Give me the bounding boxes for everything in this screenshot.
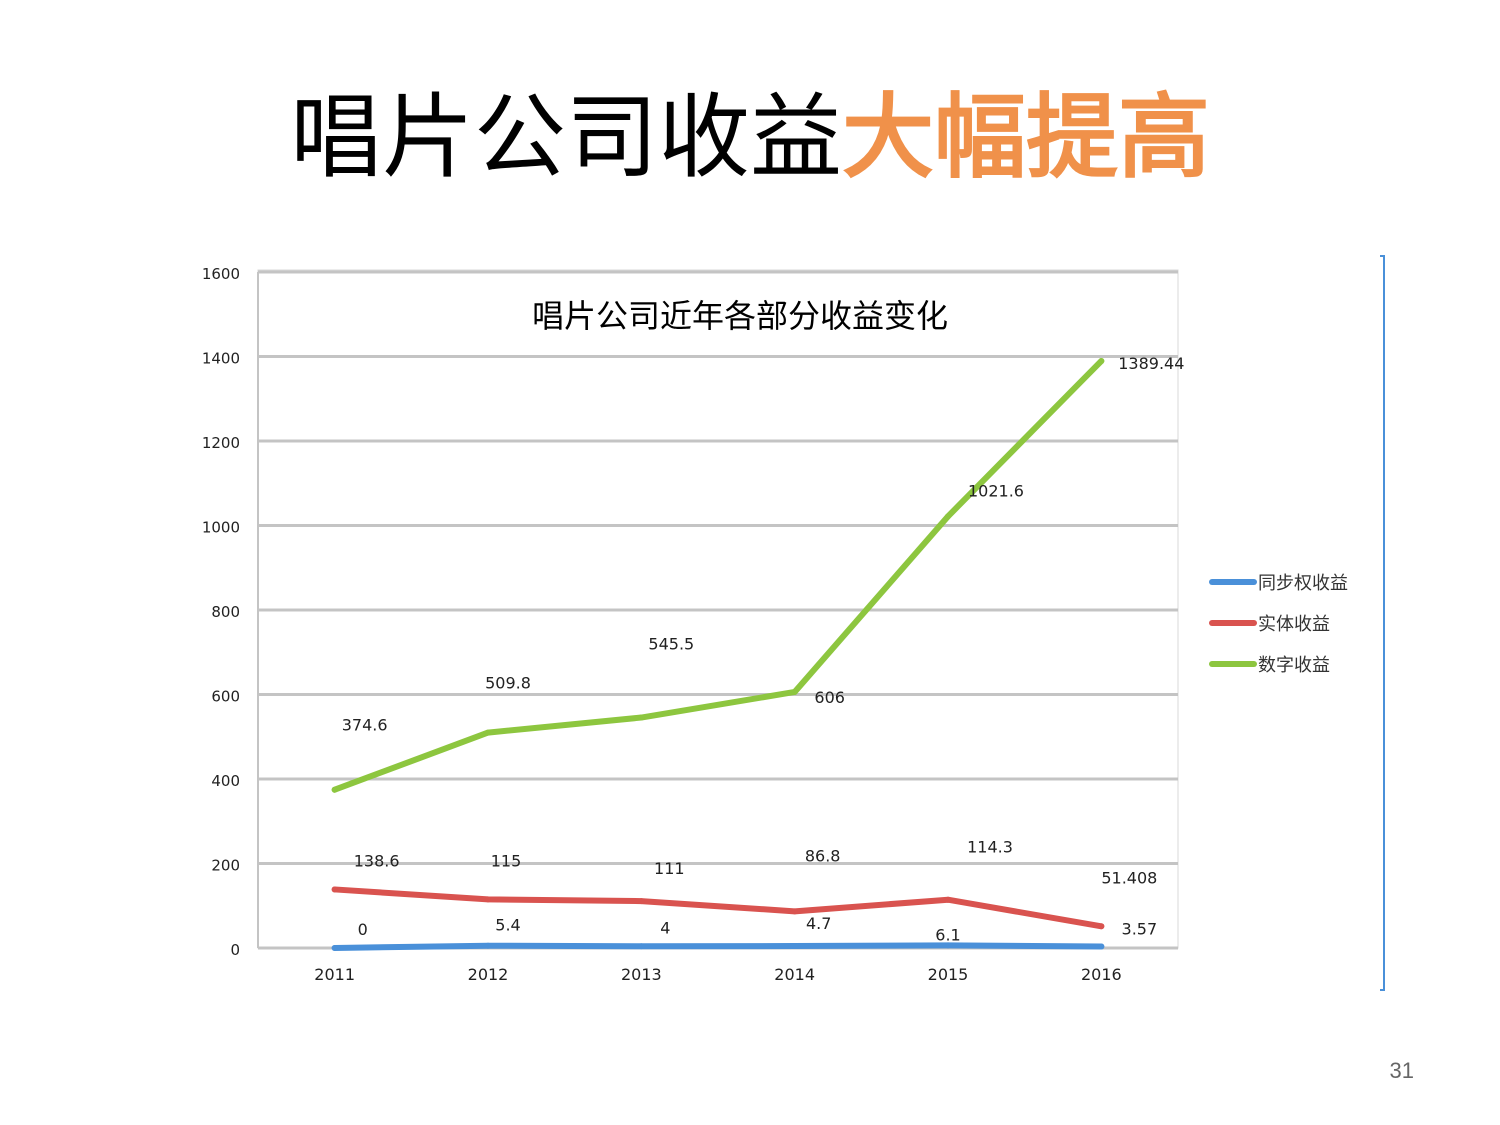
- y-tick-label: 1000: [202, 519, 240, 537]
- chart-title: 唱片公司近年各部分收益变化: [532, 297, 948, 335]
- x-tick-label: 2014: [774, 965, 815, 984]
- y-tick-label: 1600: [202, 265, 240, 283]
- data-point: [945, 896, 951, 903]
- data-label: 3.57: [1122, 919, 1158, 938]
- data-point: [331, 945, 338, 951]
- data-label: 5.4: [495, 916, 520, 935]
- legend-label: 实体收益: [1258, 614, 1330, 635]
- legend-label: 同步权收益: [1258, 573, 1348, 594]
- data-point: [1098, 943, 1105, 950]
- data-label: 111: [654, 859, 685, 878]
- data-label: 4.7: [806, 914, 831, 933]
- data-label: 115: [491, 851, 522, 870]
- data-point: [791, 943, 798, 950]
- data-label: 138.6: [354, 851, 400, 870]
- series-line: [331, 357, 1105, 793]
- y-axis: 0 200 400 600 800 1000 1200 1400 1600: [202, 265, 259, 959]
- data-point: [1098, 357, 1105, 364]
- slide-title-highlight: 大幅提高: [842, 84, 1211, 191]
- data-label: 509.8: [485, 674, 531, 693]
- data-label: 374.6: [342, 716, 388, 735]
- data-point: [638, 714, 645, 721]
- series-line: [331, 942, 1105, 951]
- data-label: 6.1: [935, 925, 960, 944]
- slide-title: 唱片公司收益大幅提高: [0, 78, 1500, 198]
- data-point: [638, 943, 645, 950]
- y-tick-label: 200: [211, 857, 240, 875]
- data-point: [485, 729, 491, 736]
- y-tick-label: 0: [230, 941, 240, 959]
- x-tick-label: 2015: [928, 965, 969, 984]
- data-point: [791, 908, 798, 915]
- data-label: 51.408: [1101, 868, 1157, 887]
- y-tick-label: 600: [211, 688, 240, 706]
- data-label: 4: [660, 918, 670, 937]
- slide-title-main: 唱片公司收益: [289, 84, 842, 191]
- data-point: [331, 886, 338, 893]
- data-point: [791, 688, 798, 695]
- data-point: [638, 898, 645, 905]
- x-tick-label: 2011: [314, 965, 355, 984]
- y-tick-label: 800: [211, 603, 240, 621]
- data-point: [331, 786, 338, 793]
- data-label: 86.8: [805, 846, 841, 865]
- data-point: [945, 942, 951, 949]
- x-tick-label: 2012: [468, 965, 509, 984]
- y-tick-label: 1400: [202, 350, 240, 368]
- legend-label: 数字收益: [1258, 655, 1330, 676]
- y-tick-label: 400: [211, 772, 240, 790]
- series-line: [331, 886, 1105, 930]
- data-point: [485, 942, 491, 949]
- data-label: 0: [358, 920, 368, 939]
- data-label: 606: [814, 688, 845, 707]
- side-bracket: [1380, 255, 1385, 991]
- data-label: 114.3: [967, 838, 1013, 857]
- data-label: 1021.6: [968, 481, 1024, 500]
- chart-data-labels: 0 5.4 4 4.7 6.1 3.57 138.6 115 111 86.8 114.3 51.40…: [342, 354, 1185, 944]
- data-point: [1098, 923, 1105, 930]
- data-label: 1389.44: [1118, 354, 1184, 373]
- data-point: [945, 513, 951, 520]
- page-number: 31: [1389, 1058, 1414, 1083]
- data-label: 545.5: [648, 635, 694, 654]
- chart-gridlines: [258, 270, 1178, 950]
- data-point: [485, 896, 491, 903]
- x-axis: 2011 2012 2013 2014 2015 2016: [314, 965, 1121, 984]
- x-tick-label: 2013: [621, 965, 662, 984]
- y-tick-label: 1200: [202, 434, 240, 452]
- x-tick-label: 2016: [1081, 965, 1122, 984]
- chart-series: [331, 357, 1105, 951]
